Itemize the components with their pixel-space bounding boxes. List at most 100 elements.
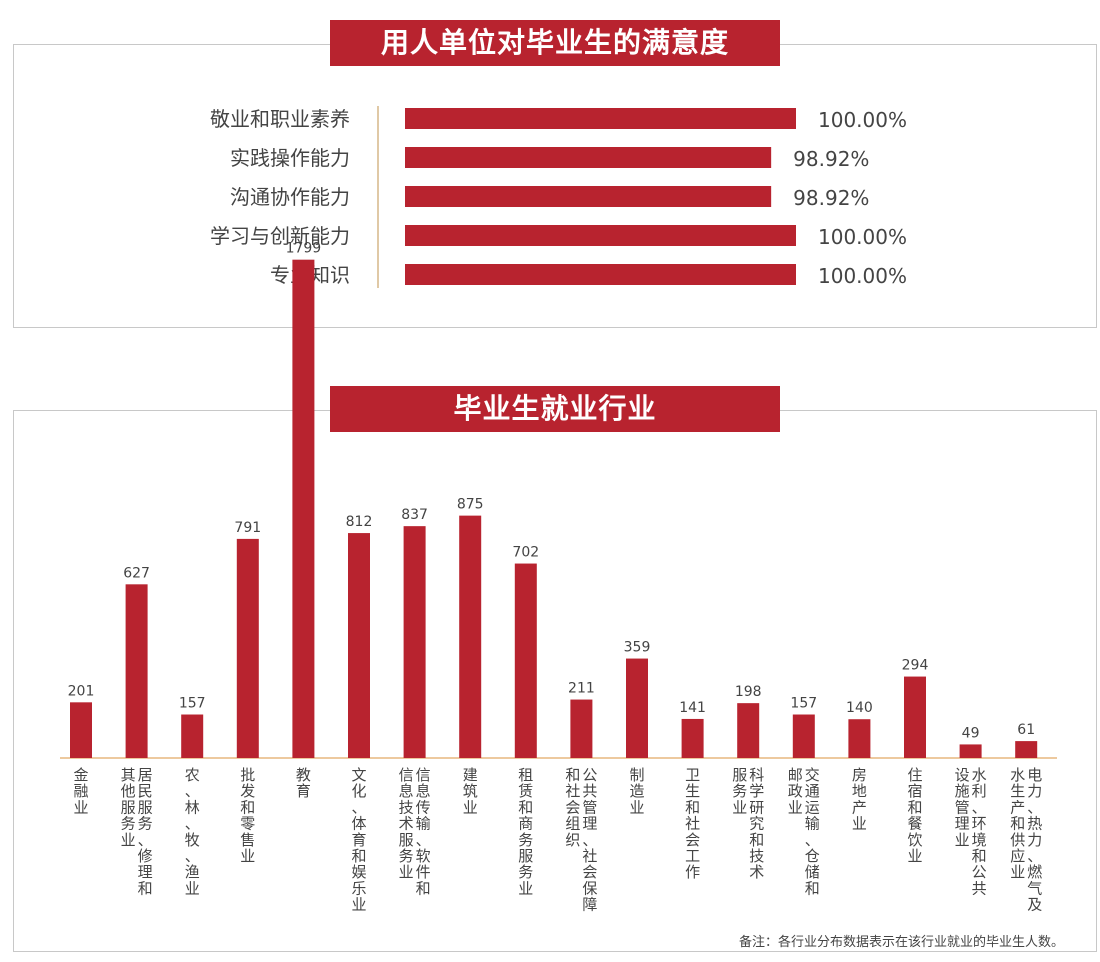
svg-text:和: 和 xyxy=(416,879,431,897)
svg-text:力: 力 xyxy=(1027,831,1042,849)
satisfaction-value-label: 100.00% xyxy=(818,108,907,132)
satisfaction-bar xyxy=(405,264,796,285)
svg-text:卫: 卫 xyxy=(685,766,700,784)
svg-text:务: 务 xyxy=(138,815,153,833)
industry-value-label: 140 xyxy=(846,700,873,716)
svg-text:究: 究 xyxy=(749,815,764,833)
svg-text:施: 施 xyxy=(955,782,970,800)
industry-category-label: 邮政业 xyxy=(788,766,803,816)
svg-text:社: 社 xyxy=(685,815,700,833)
svg-text:体: 体 xyxy=(351,815,366,833)
svg-text:利: 利 xyxy=(972,782,987,800)
svg-text:水: 水 xyxy=(972,766,987,784)
svg-text:科: 科 xyxy=(749,766,764,784)
industry-value-label: 702 xyxy=(512,545,539,561)
svg-text:和: 和 xyxy=(240,798,255,816)
svg-text:环: 环 xyxy=(972,815,987,833)
industry-bar xyxy=(348,533,370,758)
svg-text:业: 业 xyxy=(185,879,200,897)
industry-bar xyxy=(570,699,593,758)
svg-text:务: 务 xyxy=(732,782,747,800)
industry-value-label: 1799 xyxy=(286,241,322,257)
svg-text:饮: 饮 xyxy=(907,831,922,849)
industry-bar xyxy=(181,714,204,758)
svg-text:生: 生 xyxy=(1010,782,1025,800)
svg-text:燃: 燃 xyxy=(1027,863,1042,881)
industry-category-label: 农、林、牧、渔业 xyxy=(185,766,200,897)
svg-text:和: 和 xyxy=(518,798,533,816)
svg-text:业: 业 xyxy=(1010,863,1025,881)
svg-text:、: 、 xyxy=(185,847,200,865)
svg-text:居: 居 xyxy=(138,766,153,784)
satisfaction-value-label: 98.92% xyxy=(793,186,869,210)
svg-text:通: 通 xyxy=(805,782,820,800)
svg-text:政: 政 xyxy=(788,782,803,800)
industry-bar xyxy=(292,259,315,758)
svg-text:业: 业 xyxy=(351,896,366,914)
svg-text:术: 术 xyxy=(399,815,414,833)
satisfaction-value-label: 100.00% xyxy=(818,264,907,288)
svg-text:电: 电 xyxy=(1027,766,1042,784)
svg-text:产: 产 xyxy=(852,798,867,816)
satisfaction-value-label: 100.00% xyxy=(818,225,907,249)
svg-text:业: 业 xyxy=(788,798,803,816)
svg-text:商: 商 xyxy=(518,815,533,833)
satisfaction-chart: 敬业和职业素养 100.00% 实践操作能力 98.92% 沟通协作能力 98.92% 学习… xyxy=(210,106,907,288)
industry-bar xyxy=(70,702,92,758)
svg-text:业: 业 xyxy=(518,879,533,897)
svg-text:信: 信 xyxy=(416,766,431,784)
industry-value-label: 791 xyxy=(234,520,261,536)
svg-text:业: 业 xyxy=(463,798,478,816)
svg-text:房: 房 xyxy=(852,766,867,784)
svg-text:和: 和 xyxy=(972,847,987,865)
industry-category-label: 金融业 xyxy=(73,766,88,816)
svg-text:业: 业 xyxy=(629,798,644,816)
svg-text:修: 修 xyxy=(138,847,153,865)
svg-text:输: 输 xyxy=(805,815,820,833)
svg-text:业: 业 xyxy=(732,798,747,816)
svg-text:公: 公 xyxy=(582,766,597,784)
svg-text:社: 社 xyxy=(565,782,580,800)
svg-text:传: 传 xyxy=(416,798,431,816)
svg-text:务: 务 xyxy=(121,815,136,833)
satisfaction-value-label: 98.92% xyxy=(793,147,869,171)
svg-text:售: 售 xyxy=(240,831,255,849)
svg-text:管: 管 xyxy=(582,798,597,816)
svg-text:社: 社 xyxy=(582,847,597,865)
svg-text:业: 业 xyxy=(852,815,867,833)
svg-text:服: 服 xyxy=(399,831,414,849)
industry-value-label: 201 xyxy=(68,683,95,699)
svg-text:息: 息 xyxy=(416,782,431,800)
svg-text:会: 会 xyxy=(565,798,580,816)
svg-text:赁: 赁 xyxy=(518,782,533,800)
industry-value-label: 627 xyxy=(123,565,150,581)
industry-value-label: 875 xyxy=(457,497,484,513)
svg-text:民: 民 xyxy=(138,782,153,800)
svg-text:障: 障 xyxy=(582,896,597,914)
svg-text:牧: 牧 xyxy=(185,831,200,849)
industry-value-label: 49 xyxy=(962,725,980,741)
svg-text:技: 技 xyxy=(399,798,414,816)
svg-text:仓: 仓 xyxy=(805,847,820,865)
svg-text:会: 会 xyxy=(685,831,700,849)
svg-text:、: 、 xyxy=(805,831,820,849)
svg-text:育: 育 xyxy=(351,831,366,849)
svg-text:务: 务 xyxy=(518,831,533,849)
svg-text:、: 、 xyxy=(1027,798,1042,816)
industry-category-label: 建筑业 xyxy=(463,766,478,816)
svg-text:娱: 娱 xyxy=(351,863,366,881)
industry-value-label: 837 xyxy=(401,507,428,523)
industry-chart: 201金融业627居民服务、修理和其他服务业157农、林、牧、渔业791批发和零… xyxy=(60,241,1057,914)
satisfaction-bar xyxy=(405,225,796,246)
svg-text:储: 储 xyxy=(805,863,820,881)
svg-text:技: 技 xyxy=(749,847,764,865)
industry-value-label: 61 xyxy=(1017,722,1035,738)
svg-text:息: 息 xyxy=(399,782,414,800)
